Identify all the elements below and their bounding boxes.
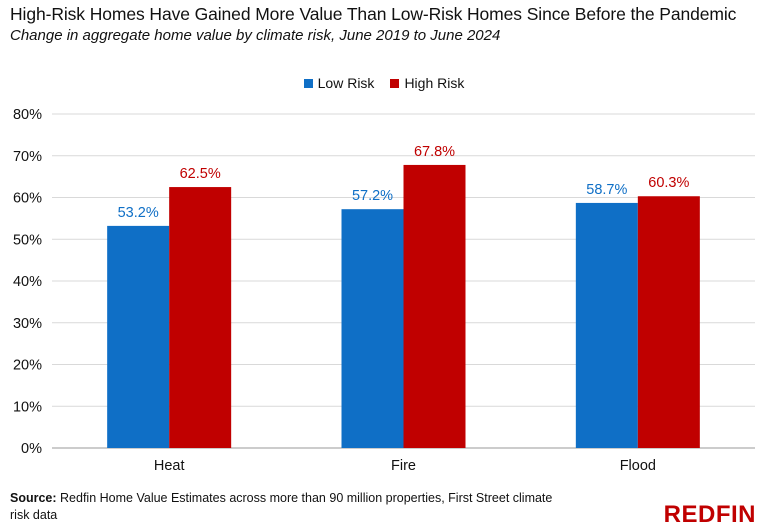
- legend-item-high: High Risk: [390, 75, 464, 91]
- data-label: 53.2%: [118, 205, 159, 221]
- y-tick-label: 70%: [13, 149, 42, 165]
- chart-title: High-Risk Homes Have Gained More Value T…: [10, 4, 737, 24]
- chart-subtitle: Change in aggregate home value by climat…: [10, 27, 501, 44]
- bar-high-risk: [169, 187, 232, 448]
- y-tick-label: 10%: [13, 399, 42, 415]
- legend-label-low: Low Risk: [317, 75, 375, 91]
- data-label: 57.2%: [352, 188, 393, 204]
- source-label: Source:: [10, 491, 57, 505]
- data-label: 60.3%: [648, 175, 689, 191]
- data-label: 62.5%: [180, 166, 221, 182]
- legend-swatch-high: [390, 78, 400, 88]
- y-tick-label: 0%: [21, 441, 42, 457]
- y-tick-label: 80%: [13, 107, 42, 123]
- y-tick-label: 60%: [13, 191, 42, 207]
- x-tick-label: Flood: [620, 458, 656, 474]
- bar-low-risk: [575, 202, 638, 448]
- bar-high-risk: [403, 164, 466, 448]
- source-text: Redfin Home Value Estimates across more …: [10, 491, 553, 522]
- y-tick-label: 50%: [13, 232, 42, 248]
- y-tick-label: 30%: [13, 316, 42, 332]
- data-label: 67.8%: [414, 144, 455, 160]
- legend-swatch-low: [303, 78, 313, 88]
- y-tick-label: 40%: [13, 274, 42, 290]
- bar-low-risk: [107, 225, 170, 448]
- chart-legend: Low Risk High Risk: [0, 75, 768, 91]
- bar-low-risk: [341, 209, 404, 448]
- x-tick-label: Fire: [391, 458, 416, 474]
- redfin-logo: REDFIN: [663, 501, 756, 528]
- legend-item-low: Low Risk: [303, 75, 375, 91]
- bar-high-risk: [637, 196, 700, 448]
- x-tick-label: Heat: [154, 458, 185, 474]
- source-note: Source: Redfin Home Value Estimates acro…: [10, 490, 570, 524]
- legend-label-high: High Risk: [404, 75, 465, 91]
- y-tick-label: 20%: [13, 358, 42, 374]
- data-label: 58.7%: [586, 182, 627, 198]
